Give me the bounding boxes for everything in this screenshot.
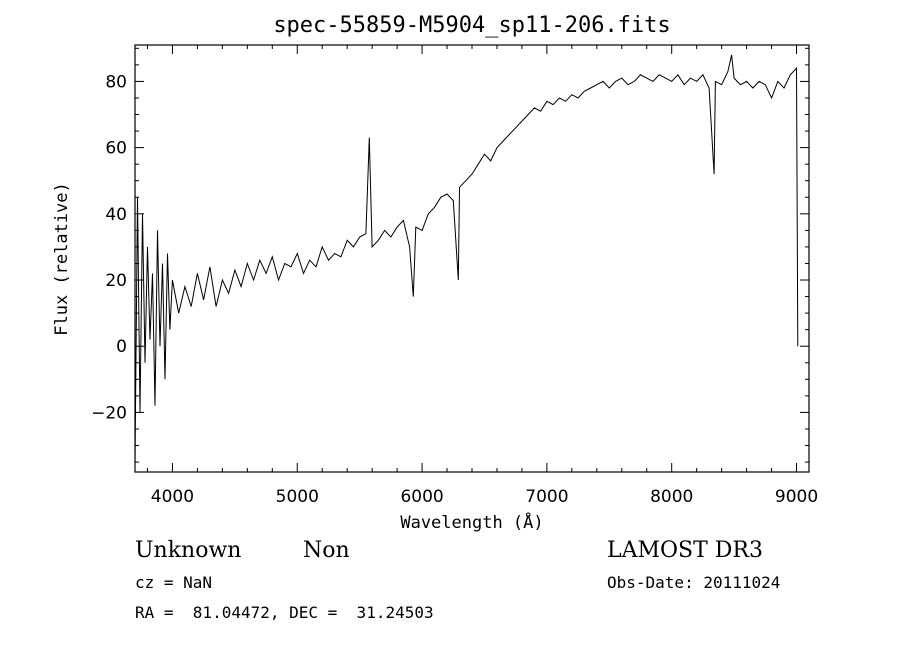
spectrum-line bbox=[134, 54, 799, 463]
redshift-text: cz = NaN bbox=[135, 573, 213, 592]
survey-label: LAMOST DR3 bbox=[607, 538, 763, 563]
axis-ticks bbox=[135, 45, 809, 472]
y-tick-label: 60 bbox=[105, 139, 127, 159]
chart-title: spec-55859-M5904_sp11-206.fits bbox=[273, 13, 670, 38]
tick-labels: 4000 5000 6000 7000 8000 9000 −20 0 20 40 60 80 bbox=[91, 72, 818, 507]
object-name: Unknown bbox=[135, 538, 242, 563]
obs-date-text: Obs-Date: 20111024 bbox=[607, 573, 781, 592]
x-tick-label: 8000 bbox=[650, 487, 693, 507]
object-class: Non bbox=[303, 538, 350, 563]
coordinates-text: RA = 81.04472, DEC = 31.24503 bbox=[135, 603, 434, 622]
y-tick-label: 20 bbox=[105, 271, 127, 291]
y-tick-label: 80 bbox=[105, 72, 127, 92]
y-axis-label: Flux (relative) bbox=[52, 182, 72, 336]
x-tick-label: 5000 bbox=[276, 487, 319, 507]
x-tick-label: 9000 bbox=[775, 487, 818, 507]
x-tick-label: 4000 bbox=[151, 487, 194, 507]
y-tick-label: 0 bbox=[116, 337, 127, 357]
y-tick-label: 40 bbox=[105, 205, 127, 225]
plot-frame bbox=[134, 44, 810, 473]
x-axis-label: Wavelength (Å) bbox=[400, 511, 543, 533]
y-tick-label: −20 bbox=[91, 403, 127, 423]
x-tick-label: 6000 bbox=[400, 487, 443, 507]
x-tick-label: 7000 bbox=[525, 487, 568, 507]
